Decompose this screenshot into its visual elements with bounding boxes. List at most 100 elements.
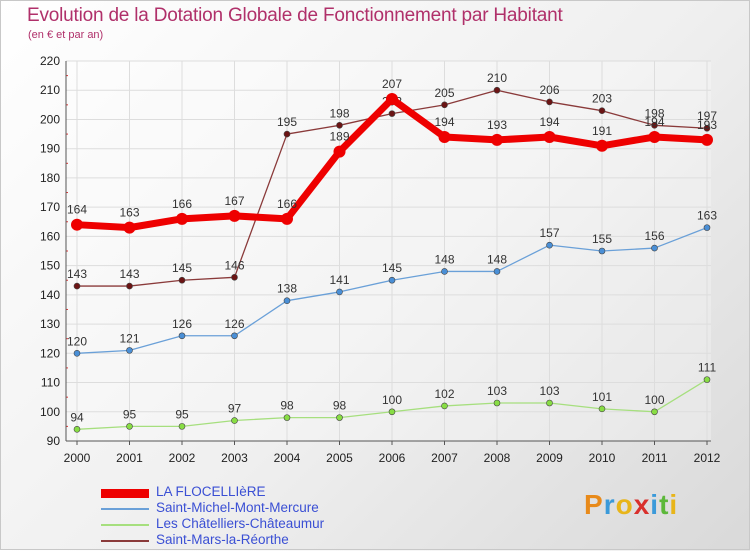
- data-label: 101: [592, 390, 612, 404]
- y-tick-label: 210: [40, 83, 60, 97]
- legend-label: LA FLOCELLIèRE: [156, 484, 266, 499]
- data-point: [493, 399, 501, 407]
- y-tick-label: 90: [47, 434, 61, 448]
- legend-swatch: [101, 508, 149, 510]
- data-point: [126, 282, 133, 290]
- data-label: 100: [644, 393, 664, 407]
- data-label: 145: [172, 261, 192, 275]
- data-point: [651, 244, 658, 252]
- data-label: 166: [277, 197, 297, 211]
- data-label: 167: [224, 194, 244, 208]
- data-label: 203: [592, 92, 612, 106]
- logo-letter: o: [615, 489, 634, 520]
- y-tick-label: 220: [40, 54, 60, 68]
- data-point: [596, 139, 608, 152]
- data-label: 198: [329, 106, 349, 120]
- data-label: 143: [67, 267, 87, 281]
- data-point: [493, 268, 501, 275]
- data-label: 210: [487, 71, 507, 85]
- data-point: [228, 209, 241, 222]
- data-point: [71, 218, 83, 231]
- x-tick-label: 2010: [589, 451, 616, 465]
- y-tick-label: 130: [40, 317, 60, 331]
- y-tick-label: 140: [40, 288, 60, 302]
- x-tick-label: 2000: [64, 451, 91, 465]
- data-label: 138: [277, 282, 297, 296]
- data-point: [546, 241, 553, 249]
- x-tick-label: 2005: [326, 451, 353, 465]
- data-point: [491, 133, 503, 146]
- logo-letter: r: [603, 489, 616, 520]
- logo-letter: i: [669, 489, 679, 520]
- data-label: 100: [382, 393, 402, 407]
- data-label: 207: [382, 77, 402, 91]
- legend-label: Les Châtelliers-Châteaumur: [156, 516, 325, 531]
- y-tick-label: 120: [40, 346, 60, 360]
- data-label: 126: [224, 317, 244, 331]
- data-point: [126, 423, 133, 430]
- legend-swatch: [101, 524, 149, 526]
- data-label: 205: [434, 86, 454, 100]
- data-label: 157: [539, 226, 559, 240]
- x-tick-label: 2001: [116, 451, 143, 465]
- data-label: 156: [644, 229, 664, 243]
- legend-swatch: [101, 540, 149, 542]
- data-point: [703, 376, 711, 383]
- data-label: 163: [119, 206, 139, 220]
- data-point: [73, 282, 81, 290]
- y-tick-label: 170: [40, 200, 60, 214]
- data-point: [703, 124, 711, 132]
- data-point: [598, 107, 606, 114]
- data-point: [651, 408, 658, 416]
- y-tick-label: 200: [40, 112, 60, 126]
- data-label: 95: [175, 407, 189, 421]
- data-point: [651, 122, 658, 129]
- data-label: 194: [434, 115, 454, 129]
- data-label: 120: [67, 334, 87, 348]
- data-label: 155: [592, 232, 612, 246]
- data-point: [703, 224, 711, 231]
- y-tick-label: 190: [40, 142, 60, 156]
- y-tick-label: 150: [40, 259, 60, 273]
- data-label: 97: [228, 402, 242, 416]
- data-label: 148: [434, 252, 454, 266]
- data-point: [336, 288, 343, 296]
- y-tick-label: 100: [40, 405, 60, 419]
- x-tick-label: 2002: [169, 451, 196, 465]
- data-label: 195: [277, 115, 297, 129]
- data-point: [701, 133, 713, 146]
- data-point: [333, 145, 346, 158]
- data-point: [178, 276, 186, 284]
- plot-area: [66, 61, 711, 441]
- data-label: 143: [119, 267, 139, 281]
- data-point: [283, 130, 291, 138]
- data-label: 146: [224, 258, 244, 272]
- legend-label: Saint-Michel-Mont-Mercure: [156, 500, 319, 515]
- legend-label: Saint-Mars-la-Réorthe: [156, 532, 289, 547]
- data-point: [126, 347, 133, 354]
- data-point: [336, 414, 343, 421]
- data-label: 141: [329, 273, 349, 287]
- logo-letter: t: [659, 489, 670, 520]
- data-point: [546, 98, 553, 106]
- series-2: 94 95 95 97 98 98 100 102 103 103 101 100 111: [70, 361, 716, 433]
- data-label: 191: [592, 124, 612, 138]
- x-tick-label: 2012: [694, 451, 721, 465]
- data-label: 197: [697, 109, 717, 123]
- data-point: [283, 414, 291, 421]
- data-label: 198: [644, 106, 664, 120]
- data-label: 189: [329, 130, 349, 144]
- data-point: [441, 101, 448, 109]
- x-tick-label: 2011: [642, 451, 668, 465]
- data-point: [543, 131, 556, 143]
- proxiti-logo: Proxiti: [584, 489, 678, 521]
- data-label: 194: [644, 115, 664, 129]
- data-point: [388, 408, 396, 416]
- data-label: 111: [698, 361, 717, 375]
- data-point: [386, 93, 398, 105]
- data-label: 206: [539, 83, 559, 97]
- data-label: 163: [697, 209, 717, 223]
- legend-swatch: [101, 488, 149, 498]
- data-point: [178, 332, 186, 340]
